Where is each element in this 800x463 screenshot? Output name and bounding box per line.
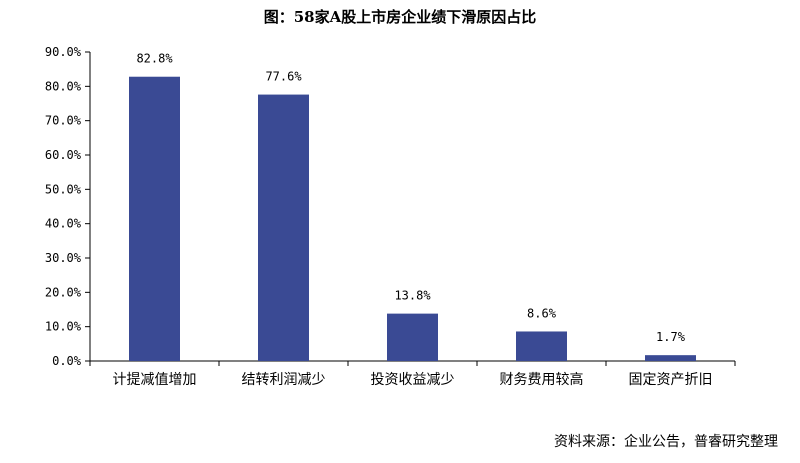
- x-category-label: 结转利润减少: [242, 372, 326, 388]
- x-category-label: 财务费用较高: [500, 371, 584, 388]
- x-category-label: 投资收益减少: [371, 372, 455, 388]
- bar-4: [516, 331, 567, 361]
- data-label: 1.7%: [656, 330, 686, 344]
- y-tick-label: 50.0%: [45, 182, 82, 196]
- data-label: 8.6%: [527, 306, 557, 320]
- y-tick-label: 60.0%: [45, 148, 82, 162]
- y-tick-label: 90.0%: [45, 45, 82, 59]
- bar-3: [387, 313, 438, 361]
- bar-1: [129, 76, 180, 361]
- x-category-label: 计提减值增加: [113, 372, 197, 388]
- y-tick-label: 70.0%: [45, 114, 82, 128]
- y-tick-label: 0.0%: [52, 354, 82, 368]
- bar-5: [645, 355, 696, 361]
- data-label: 13.8%: [394, 289, 431, 303]
- y-tick-label: 30.0%: [45, 251, 82, 265]
- y-tick-label: 10.0%: [45, 320, 82, 334]
- x-category-label: 固定资产折旧: [629, 372, 713, 388]
- y-tick-label: 40.0%: [45, 217, 82, 231]
- y-tick-label: 20.0%: [45, 285, 82, 299]
- y-tick-label: 80.0%: [45, 79, 82, 93]
- data-label: 82.8%: [136, 52, 173, 66]
- data-label: 77.6%: [265, 70, 302, 84]
- source-note: 资料来源：企业公告，普睿研究整理: [554, 434, 778, 450]
- bar-2: [258, 94, 309, 361]
- chart-title: 图：58家A股上市房企业绩下滑原因占比: [263, 8, 537, 26]
